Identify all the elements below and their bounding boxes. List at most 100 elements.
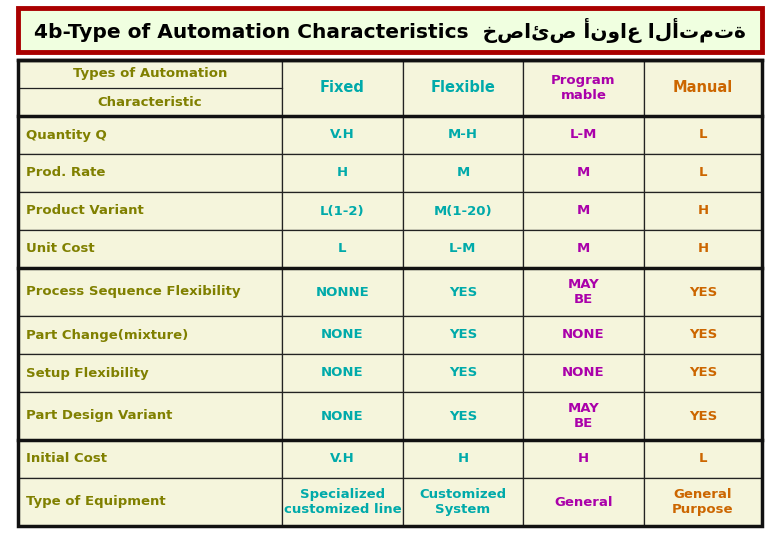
Bar [282,478,402,526]
Bar [282,230,402,268]
Bar [282,440,402,478]
Text: V.H: V.H [330,129,355,141]
Text: General
Purpose: General Purpose [672,488,734,516]
Bar [523,478,643,526]
Text: M: M [577,242,590,255]
Text: NONNE: NONNE [315,286,369,299]
Text: Unit Cost: Unit Cost [26,242,94,255]
Bar [644,230,762,268]
Text: L: L [699,453,707,465]
Bar [18,268,282,316]
Bar [644,268,762,316]
Bar [18,440,282,478]
Text: YES: YES [448,409,477,422]
Bar [644,392,762,440]
Bar [402,60,523,116]
Bar [402,392,523,440]
Bar [18,230,282,268]
Text: Specialized
customized line: Specialized customized line [284,488,401,516]
Bar [523,154,643,192]
Bar [18,60,282,116]
Text: Characteristic: Characteristic [98,96,202,109]
Text: L(1-2): L(1-2) [320,205,365,218]
Bar [18,154,282,192]
Bar [282,192,402,230]
Text: L-M: L-M [569,129,597,141]
Bar [523,60,643,116]
Text: Customized
System: Customized System [420,488,506,516]
Bar [18,392,282,440]
Text: L: L [339,242,346,255]
Text: YES: YES [448,286,477,299]
Bar [644,354,762,392]
Bar [644,440,762,478]
Text: L: L [699,166,707,179]
Text: Setup Flexibility: Setup Flexibility [26,367,149,380]
Text: V.H: V.H [330,453,355,465]
Bar [523,354,643,392]
Bar [282,268,402,316]
Bar [18,116,282,154]
Bar [402,478,523,526]
Text: General: General [554,496,613,509]
Bar [402,440,523,478]
Text: Program
mable: Program mable [551,74,615,102]
Text: M-H: M-H [448,129,478,141]
Text: YES: YES [689,367,717,380]
Text: Part Change(mixture): Part Change(mixture) [26,328,188,341]
Text: Manual: Manual [672,80,733,96]
Text: Quantity Q: Quantity Q [26,129,107,141]
Text: YES: YES [689,409,717,422]
Text: YES: YES [689,286,717,299]
Bar [282,392,402,440]
Bar [523,230,643,268]
Bar [402,154,523,192]
Text: MAY
BE: MAY BE [568,278,599,306]
Bar [523,268,643,316]
Text: Process Sequence Flexibility: Process Sequence Flexibility [26,286,240,299]
Bar [18,192,282,230]
Text: Types of Automation: Types of Automation [73,68,227,80]
Bar [402,230,523,268]
Text: H: H [457,453,469,465]
Text: Prod. Rate: Prod. Rate [26,166,105,179]
Text: NONE: NONE [321,367,363,380]
Text: NONE: NONE [321,328,363,341]
Bar [644,60,762,116]
Text: NONE: NONE [562,367,604,380]
Text: M(1-20): M(1-20) [434,205,492,218]
Text: MAY
BE: MAY BE [568,402,599,430]
Bar [282,116,402,154]
Text: YES: YES [448,367,477,380]
Text: Type of Equipment: Type of Equipment [26,496,165,509]
Text: YES: YES [448,328,477,341]
Text: M: M [577,205,590,218]
Bar [18,354,282,392]
Bar [18,478,282,526]
Text: 4b-Type of Automation Characteristics  خصائص أنواع الأتمتة: 4b-Type of Automation Characteristics خص… [34,17,746,43]
Text: Flexible: Flexible [431,80,495,96]
Text: Product Variant: Product Variant [26,205,144,218]
Text: L-M: L-M [449,242,477,255]
Text: L: L [699,129,707,141]
FancyBboxPatch shape [18,8,762,52]
Text: Initial Cost: Initial Cost [26,453,107,465]
Text: H: H [697,242,708,255]
Bar [644,192,762,230]
Bar [523,192,643,230]
Text: Part Design Variant: Part Design Variant [26,409,172,422]
Bar [644,154,762,192]
Bar [402,316,523,354]
Bar [402,268,523,316]
Bar [282,354,402,392]
Bar [523,316,643,354]
Bar [282,316,402,354]
Bar [644,316,762,354]
Text: H: H [337,166,348,179]
Bar [402,354,523,392]
Text: NONE: NONE [562,328,604,341]
Bar [402,116,523,154]
Text: Fixed: Fixed [320,80,365,96]
Text: H: H [697,205,708,218]
Bar [523,440,643,478]
